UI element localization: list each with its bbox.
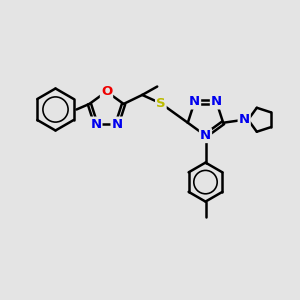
Text: N: N [211,95,222,109]
Text: N: N [200,129,211,142]
Text: N: N [238,113,250,126]
Text: N: N [189,95,200,109]
Text: N: N [90,118,101,130]
Text: O: O [101,85,112,98]
Text: S: S [156,97,166,110]
Text: N: N [112,118,123,130]
